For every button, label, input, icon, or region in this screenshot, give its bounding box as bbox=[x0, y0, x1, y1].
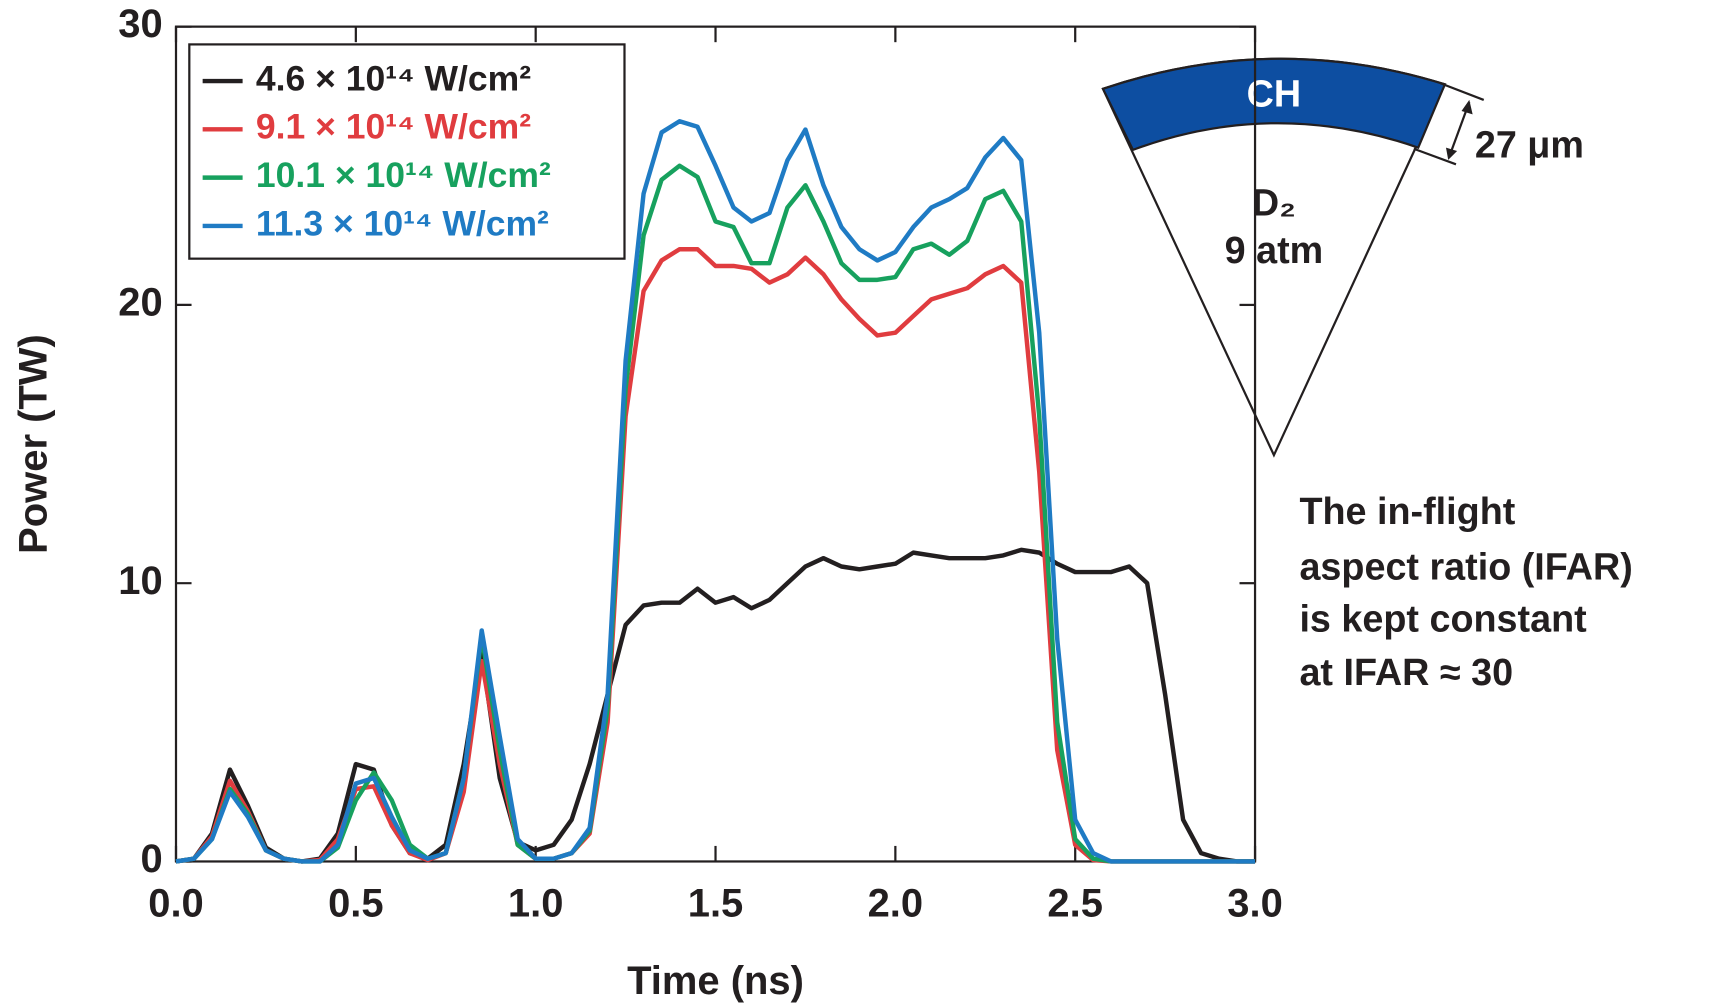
annotation: D₂ bbox=[1252, 181, 1296, 223]
legend-label: 11.3 × 10¹⁴ W/cm² bbox=[256, 203, 549, 243]
series-line bbox=[175, 163, 1256, 864]
annotation: at IFAR ≈ 30 bbox=[1299, 651, 1513, 693]
y-tick-label: 20 bbox=[118, 280, 162, 324]
y-axis-title: Power (TW) bbox=[12, 334, 56, 554]
dimension-tick bbox=[1440, 82, 1485, 101]
x-tick-label: 0.0 bbox=[148, 881, 204, 925]
annotation: aspect ratio (IFAR) bbox=[1299, 545, 1632, 587]
legend-box bbox=[188, 43, 626, 260]
x-tick-label: 2.0 bbox=[868, 881, 924, 925]
arrow-heads bbox=[1445, 99, 1473, 160]
y-tick-label: 10 bbox=[118, 559, 162, 603]
dimension-tick bbox=[1413, 147, 1457, 166]
annotation: 9 atm bbox=[1225, 229, 1324, 271]
x-tick-label: 3.0 bbox=[1227, 881, 1283, 925]
series-line bbox=[175, 119, 1256, 864]
series-line bbox=[175, 547, 1256, 864]
diagram: CH D₂ 9 atm 27 μm The in-flight aspect r… bbox=[1101, 57, 1633, 693]
legend-label: 4.6 × 10¹⁴ W/cm² bbox=[256, 58, 531, 98]
x-axis-title: Time (ns) bbox=[627, 959, 804, 1003]
y-tick-label: 0 bbox=[140, 837, 162, 881]
annotation: is kept constant bbox=[1299, 598, 1587, 640]
x-tick-label: 2.5 bbox=[1047, 881, 1103, 925]
annotation: The in-flight bbox=[1299, 490, 1515, 532]
ch-layer bbox=[1101, 57, 1447, 152]
series-line bbox=[175, 247, 1256, 864]
x-tick-label: 1.0 bbox=[508, 881, 564, 925]
annotation: 27 μm bbox=[1475, 124, 1584, 166]
legend-label: 10.1 × 10¹⁴ W/cm² bbox=[256, 155, 551, 195]
legend-label: 9.1 × 10¹⁴ W/cm² bbox=[256, 107, 531, 147]
y-tick-label: 30 bbox=[118, 2, 162, 46]
x-tick-label: 1.5 bbox=[688, 881, 744, 925]
x-tick-label: 0.5 bbox=[328, 881, 384, 925]
